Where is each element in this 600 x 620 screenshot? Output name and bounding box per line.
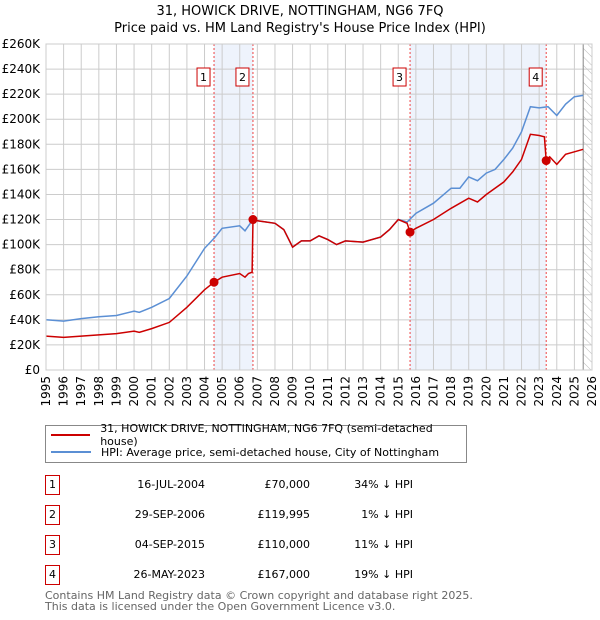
series-line bbox=[45, 133, 584, 339]
y-tick-label: £160K bbox=[2, 162, 42, 176]
y-tick-label: £200K bbox=[2, 112, 42, 126]
plot-frame bbox=[45, 43, 593, 371]
x-tick-label: 2017 bbox=[426, 376, 440, 407]
sale-badge-label: 2 bbox=[239, 71, 246, 84]
x-tick-label: 1998 bbox=[92, 376, 106, 407]
transaction-row: 4 26-MAY-2023 £167,000 19% ↓ HPI bbox=[45, 565, 413, 587]
x-tick-label: 2014 bbox=[374, 376, 388, 407]
y-tick-label: £240K bbox=[2, 62, 42, 76]
legend-label: 31, HOWICK DRIVE, NOTTINGHAM, NG6 7FQ (s… bbox=[100, 422, 433, 448]
legend-swatch bbox=[51, 451, 91, 453]
price: £70,000 bbox=[264, 478, 311, 491]
sale-badge bbox=[392, 67, 407, 87]
date: 26-MAY-2023 bbox=[133, 568, 205, 581]
x-tick-label: 2000 bbox=[127, 376, 141, 407]
x-tick-label: 1995 bbox=[39, 376, 53, 407]
hpi-diff: 1% ↓ HPI bbox=[361, 508, 413, 521]
shaded-range bbox=[214, 44, 253, 370]
transaction-row: 1 16-JUL-2004 £70,000 34% ↓ HPI bbox=[45, 475, 413, 497]
y-tick-label: £60K bbox=[9, 288, 41, 302]
y-tick-label: £40K bbox=[9, 313, 41, 327]
marker-badge: 3 bbox=[45, 535, 60, 555]
sale-badge bbox=[235, 67, 250, 87]
chart-title: 31, HOWICK DRIVE, NOTTINGHAM, NG6 7FQ bbox=[156, 4, 444, 19]
x-tick-label: 1996 bbox=[57, 376, 71, 407]
y-tick-label: £260K bbox=[2, 37, 42, 51]
marker-badge: 1 bbox=[45, 475, 60, 495]
transaction-row: 3 04-SEP-2015 £110,000 11% ↓ HPI bbox=[45, 535, 413, 557]
hpi-diff: 19% ↓ HPI bbox=[354, 568, 413, 581]
x-tick-label: 2022 bbox=[515, 376, 529, 407]
sale-badge bbox=[528, 67, 543, 87]
legend-label: HPI: Average price, semi-detached house,… bbox=[101, 445, 440, 459]
footer: Contains HM Land Registry data © Crown c… bbox=[45, 590, 473, 612]
x-tick-label: 2012 bbox=[338, 376, 352, 407]
footer-line: Contains HM Land Registry data © Crown c… bbox=[45, 589, 473, 602]
price: £110,000 bbox=[257, 538, 311, 551]
price-chart: 1995 1996 1997 1998 1999 2000 2001 2002 2003 2004… bbox=[2, 37, 599, 407]
shaded-range bbox=[410, 44, 547, 370]
y-tick-label: £180K bbox=[2, 137, 42, 151]
y-tick-label: £120K bbox=[2, 213, 42, 227]
x-tick-label: 2015 bbox=[391, 376, 405, 407]
y-tick-label: £0 bbox=[25, 363, 40, 377]
sale-badge-label: 4 bbox=[532, 71, 539, 84]
x-tick-label: 2026 bbox=[585, 376, 599, 407]
y-tick-label: £220K bbox=[2, 87, 42, 101]
x-tick-label: 2013 bbox=[356, 376, 370, 407]
legend-item-property: 31, HOWICK DRIVE, NOTTINGHAM, NG6 7FQ (s… bbox=[51, 422, 466, 448]
x-tick-label: 2002 bbox=[162, 376, 176, 407]
sale-badge bbox=[196, 67, 211, 87]
x-tick-label: 2018 bbox=[444, 376, 458, 407]
x-tick-label: 2024 bbox=[550, 376, 564, 407]
sale-point bbox=[209, 277, 219, 287]
marker-badge: 2 bbox=[45, 505, 60, 525]
x-tick-label: 2005 bbox=[215, 376, 229, 407]
chart-subtitle: Price paid vs. HM Land Registry's House … bbox=[114, 21, 486, 36]
legend-item-hpi: HPI: Average price, semi-detached house,… bbox=[51, 444, 439, 460]
x-tick-label: 2021 bbox=[497, 376, 511, 407]
x-tick-label: 2023 bbox=[532, 376, 546, 407]
price: £167,000 bbox=[257, 568, 311, 581]
hpi-diff: 34% ↓ HPI bbox=[354, 478, 413, 491]
sale-badge-label: 3 bbox=[396, 71, 403, 84]
y-tick-label: £100K bbox=[2, 238, 42, 252]
x-tick-label: 2006 bbox=[233, 376, 247, 407]
x-tick-label: 2001 bbox=[145, 376, 159, 407]
legend: 31, HOWICK DRIVE, NOTTINGHAM, NG6 7FQ (s… bbox=[45, 422, 467, 463]
x-tick-label: 2019 bbox=[462, 376, 476, 407]
sale-point bbox=[405, 227, 415, 237]
y-tick-label: £20K bbox=[9, 338, 41, 352]
x-tick-label: 2025 bbox=[567, 376, 581, 407]
y-tick-label: £140K bbox=[2, 187, 42, 201]
date: 04-SEP-2015 bbox=[134, 538, 205, 551]
x-tick-label: 2016 bbox=[409, 376, 423, 407]
date: 16-JUL-2004 bbox=[137, 478, 205, 491]
x-tick-label: 2008 bbox=[268, 376, 282, 407]
footer-line: This data is licensed under the Open Gov… bbox=[45, 600, 396, 613]
date: 29-SEP-2006 bbox=[134, 508, 205, 521]
x-tick-label: 2007 bbox=[250, 376, 264, 407]
x-tick-label: 2020 bbox=[479, 376, 493, 407]
sale-point bbox=[541, 156, 551, 166]
x-tick-label: 1997 bbox=[74, 376, 88, 407]
legend-swatch bbox=[51, 434, 91, 436]
x-tick-label: 2011 bbox=[321, 376, 335, 407]
x-tick-label: 2004 bbox=[198, 376, 212, 407]
sale-point bbox=[248, 215, 258, 225]
x-tick-label: 2009 bbox=[286, 376, 300, 407]
price: £119,995 bbox=[257, 508, 311, 521]
x-tick-label: 2003 bbox=[180, 376, 194, 407]
x-tick-label: 1999 bbox=[109, 376, 123, 407]
hpi-diff: 11% ↓ HPI bbox=[354, 538, 413, 551]
forecast-hatch bbox=[583, 44, 592, 370]
marker-badge: 4 bbox=[45, 565, 60, 585]
x-tick-label: 2010 bbox=[303, 376, 317, 407]
transaction-row: 2 29-SEP-2006 £119,995 1% ↓ HPI bbox=[45, 505, 413, 527]
y-tick-label: £80K bbox=[9, 263, 41, 277]
sale-badge-label: 1 bbox=[200, 71, 207, 84]
